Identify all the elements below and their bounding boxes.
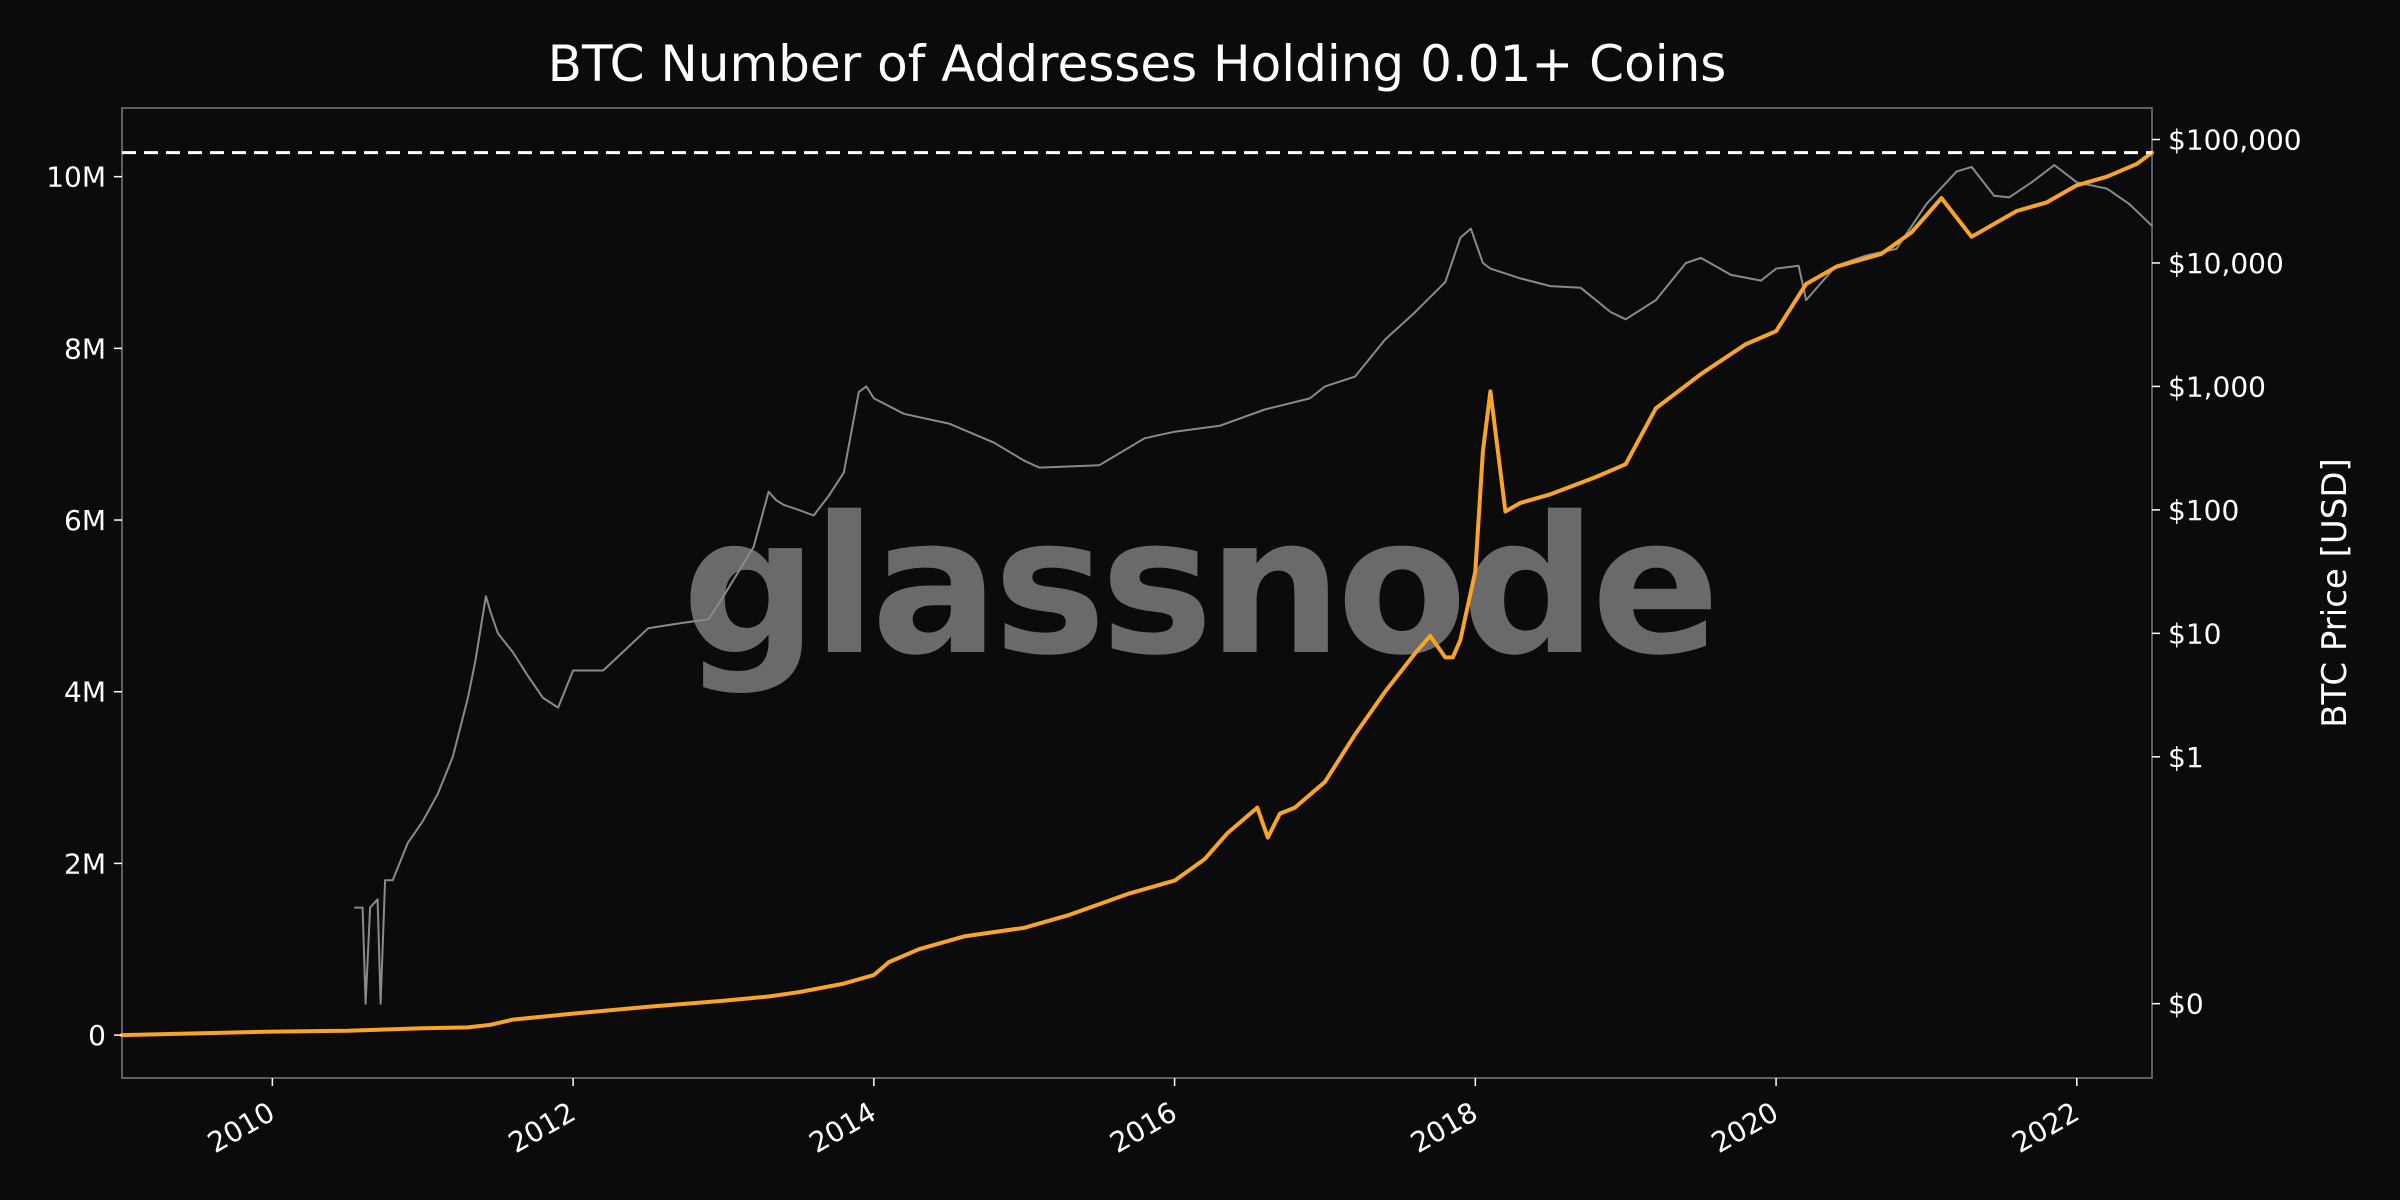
chart-title: BTC Number of Addresses Holding 0.01+ Co… bbox=[548, 35, 1727, 93]
y-right-tick-label: $1 bbox=[2168, 741, 2204, 774]
y-left-tick-label: 6M bbox=[64, 504, 106, 537]
y-right-tick-label: $100 bbox=[2168, 494, 2239, 527]
y-axis-right: $0 $1 $10 $100 $1,000 $10,000 $100,000 bbox=[2152, 124, 2302, 1021]
y-left-tick-label: 2M bbox=[64, 847, 106, 880]
series-layer bbox=[120, 150, 2154, 1038]
right-axis-title: BTC Price [USD] bbox=[2315, 458, 2355, 728]
y-right-tick-label: $1,000 bbox=[2168, 370, 2266, 403]
y-left-tick-label: 4M bbox=[64, 676, 106, 709]
y-left-tick-label: 0 bbox=[88, 1019, 106, 1052]
y-right-tick-label: $100,000 bbox=[2168, 124, 2302, 157]
y-right-tick-label: $10,000 bbox=[2168, 247, 2284, 280]
y-right-tick-label: $10 bbox=[2168, 617, 2221, 650]
btc-price-line bbox=[354, 164, 2153, 1005]
plot-frame bbox=[121, 107, 2153, 1079]
addresses-line bbox=[120, 150, 2154, 1038]
y-left-tick-label: 8M bbox=[64, 332, 106, 365]
y-axis-left: 0 2M 4M 6M 8M 10M bbox=[46, 161, 122, 1052]
glassnode-watermark: glassnode bbox=[682, 476, 1714, 697]
y-right-tick-label: $0 bbox=[2168, 988, 2204, 1021]
y-left-tick-label: 10M bbox=[46, 161, 106, 194]
